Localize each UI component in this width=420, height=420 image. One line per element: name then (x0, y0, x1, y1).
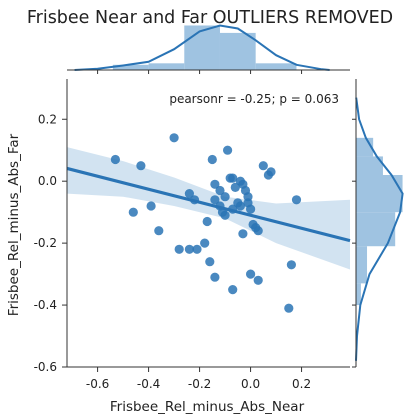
scatter-point (184, 189, 194, 199)
x-tick-label: -0.4 (137, 377, 160, 391)
right-marginal-distribution (352, 79, 404, 368)
marginal-x-bar (255, 63, 297, 70)
scatter-point (230, 182, 240, 192)
y-tick-label: 0.2 (38, 112, 57, 126)
scatter-point (205, 257, 215, 267)
scatter-point (253, 226, 263, 236)
regression-line (66, 166, 351, 243)
scatter-point (128, 207, 138, 217)
x-axis-label: Frisbee_Rel_minus_Abs_Near (110, 399, 305, 415)
marginal-x-bar (148, 63, 185, 70)
scatter-point (258, 161, 268, 171)
y-tick-label: -0.2 (34, 236, 57, 250)
x-tick-label: -0.2 (188, 377, 211, 391)
x-tick-label: 0.0 (241, 377, 260, 391)
pearson-annotation: pearsonr = -0.25; p = 0.063 (169, 92, 339, 106)
y-tick-label: -0.6 (34, 360, 57, 374)
scatter-point (291, 195, 302, 205)
marginal-x-bar (219, 32, 256, 70)
scatter-point (202, 216, 212, 227)
scatter-point (110, 154, 120, 165)
scatter-point (210, 179, 220, 189)
scatter-point (235, 201, 245, 211)
scatter-point (210, 195, 220, 205)
scatter-point (246, 269, 256, 279)
ci-band (67, 147, 350, 270)
marginal-y-kde (355, 97, 404, 361)
marginal-y-bar (356, 246, 368, 284)
scatter-point (220, 192, 230, 202)
y-tick-label: 0.0 (38, 174, 57, 188)
axes: -0.6 -0.4 -0.2 0.0 0.2 0.2 0.0 -0.2 -0.4 -0.6 (34, 79, 350, 391)
top-marginal-distribution (67, 24, 350, 74)
y-tick-label: -0.4 (34, 298, 57, 312)
regression-ci-band (67, 147, 350, 270)
scatter-point (192, 244, 202, 254)
regression-line-group (66, 166, 351, 243)
scatter-point (253, 275, 263, 285)
x-tick-label: 0.2 (292, 377, 311, 391)
x-tick-label: -0.6 (86, 377, 109, 391)
chart-title: Frisbee Near and Far OUTLIERS REMOVED (27, 8, 393, 28)
scatter-point (215, 185, 225, 196)
scatter-point (169, 133, 179, 143)
scatter-point (220, 210, 230, 220)
marginal-x-bar (184, 25, 220, 70)
scatter-point (266, 167, 276, 177)
scatter-point (184, 244, 194, 254)
scatter-point (146, 201, 156, 211)
scatter-point (136, 161, 146, 171)
scatter-point (246, 204, 256, 214)
marginal-y-bar (356, 283, 361, 306)
scatter-point (174, 244, 184, 254)
scatter-point (238, 229, 248, 239)
marginal-y-bar (356, 156, 383, 175)
scatter-point (200, 238, 210, 248)
scatter-point (223, 145, 233, 155)
y-axis-label: Frisbee_Rel_minus_Abs_Far (6, 133, 22, 316)
marginal-x-bar (112, 64, 149, 70)
scatter-points (110, 133, 302, 313)
scatter-point (284, 303, 294, 313)
scatter-point (286, 260, 296, 270)
scatter-point (228, 285, 238, 295)
scatter-point (154, 226, 164, 236)
scatter-point (228, 173, 238, 183)
scatter-point (207, 154, 217, 165)
scatter-point (210, 272, 220, 282)
marginal-x-kde (74, 24, 330, 71)
